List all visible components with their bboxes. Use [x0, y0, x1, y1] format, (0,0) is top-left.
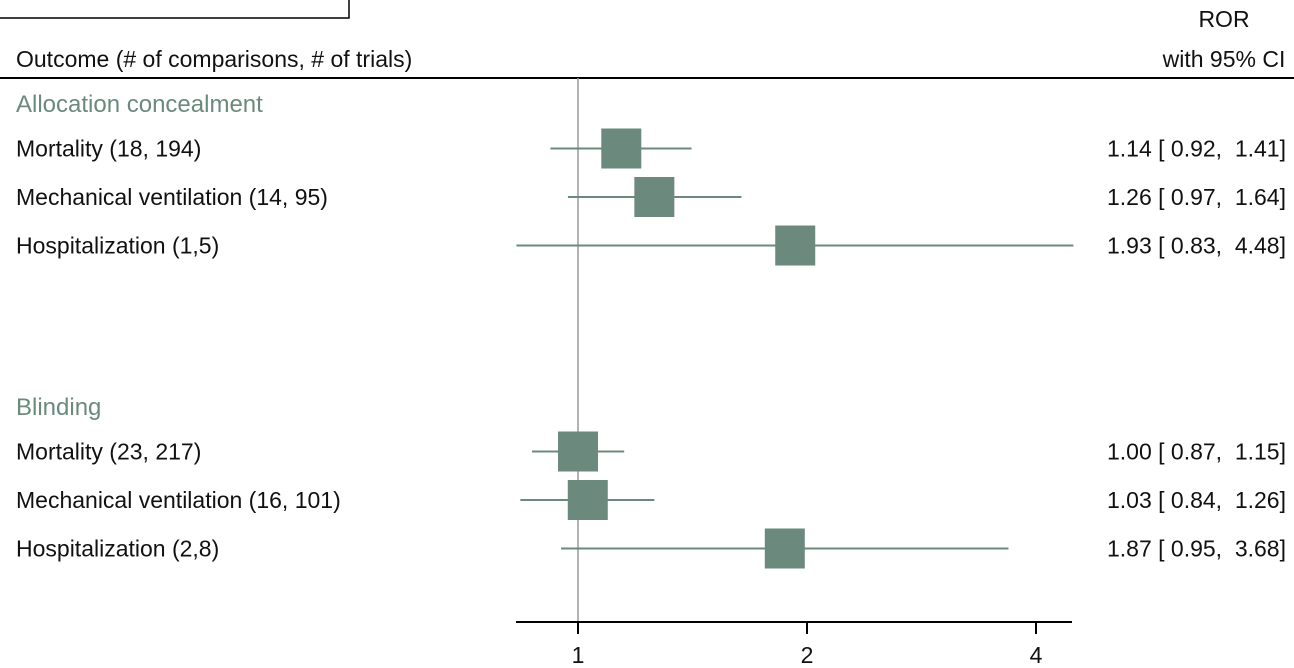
x-tick-label: 4 [1030, 642, 1043, 668]
estimate-marker [601, 128, 642, 169]
x-tick-label: 1 [572, 642, 585, 668]
estimate-ci-text: 1.26 [ 0.97, 1.64] [1107, 184, 1286, 210]
estimate-marker [634, 177, 675, 217]
outcome-label: Mortality (18, 194) [16, 136, 201, 162]
outcome-header: Outcome (# of comparisons, # of trials) [16, 46, 412, 72]
outcome-label: Mortality (23, 217) [16, 439, 201, 465]
estimate-ci-text: 1.03 [ 0.84, 1.26] [1107, 487, 1286, 513]
outcome-label: Mechanical ventilation (14, 95) [16, 184, 328, 210]
outcome-label: Mechanical ventilation (16, 101) [16, 487, 341, 513]
x-axis: 1 2 4 [516, 621, 1072, 668]
rows-layer: Allocation concealment Mortality (18, 194… [16, 91, 1286, 569]
estimate-ci-text: 1.93 [ 0.83, 4.48] [1107, 233, 1286, 259]
estimate-ci-text: 1.14 [ 0.92, 1.41] [1107, 136, 1286, 162]
estimate-marker [775, 225, 816, 266]
ci-header: with 95% CI [1162, 46, 1286, 72]
top-left-frame [0, 0, 350, 19]
group-heading: Allocation concealment [16, 91, 263, 118]
estimate-ci-text: 1.00 [ 0.87, 1.15] [1107, 439, 1286, 465]
outcome-label: Hospitalization (2,8) [16, 536, 219, 562]
x-tick-label: 2 [801, 642, 814, 668]
estimate-marker [764, 528, 805, 569]
estimate-marker [567, 480, 608, 520]
outcome-label: Hospitalization (1,5) [16, 233, 219, 259]
group-heading: Blinding [16, 394, 101, 421]
estimate-marker [558, 431, 598, 472]
estimate-ci-text: 1.87 [ 0.95, 3.68] [1107, 536, 1286, 562]
ror-header: ROR [1198, 6, 1249, 32]
